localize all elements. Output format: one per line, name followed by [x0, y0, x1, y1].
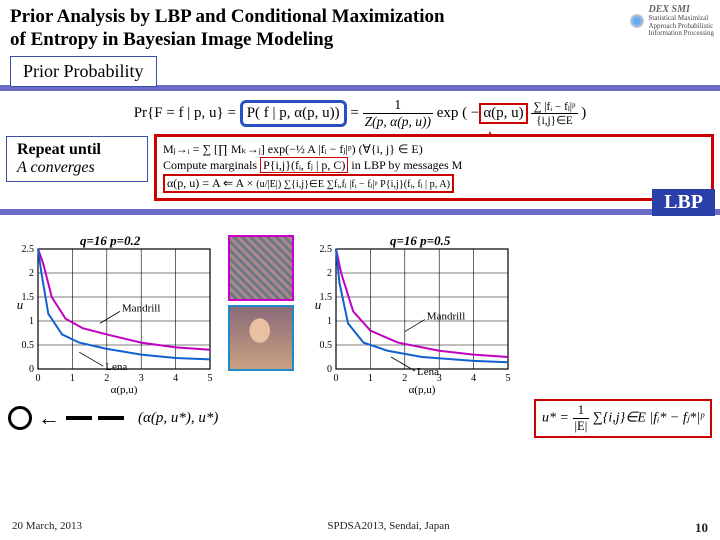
- svg-text:2: 2: [104, 373, 109, 384]
- svg-text:Mandrill: Mandrill: [427, 310, 466, 322]
- svg-text:0: 0: [36, 373, 41, 384]
- svg-text:2.5: 2.5: [320, 244, 333, 255]
- svg-text:α(p,u): α(p,u): [111, 384, 138, 395]
- svg-text:4: 4: [471, 373, 476, 384]
- title-line2: of Entropy in Bayesian Image Modeling: [10, 29, 333, 50]
- svg-text:2.5: 2.5: [22, 244, 35, 255]
- alpha-ustar: (α(p, u*), u*): [138, 410, 218, 427]
- dash-icon: [66, 416, 92, 420]
- svg-text:3: 3: [139, 373, 144, 384]
- chart-left-svg: 0 1 2 3 4 5 0 0.5 1 1.5 2 2.5 Mandrill Lena u α(p,u): [8, 235, 216, 395]
- circle-icon: [8, 406, 32, 430]
- svg-text:1: 1: [327, 316, 332, 327]
- footer-date: 20 March, 2013: [12, 520, 82, 536]
- svg-text:5: 5: [506, 373, 511, 384]
- svg-text:2: 2: [402, 373, 407, 384]
- slide-title: Prior Analysis by LBP and Conditional Ma…: [0, 0, 720, 54]
- lena-thumb: [228, 305, 294, 371]
- svg-text:Lena: Lena: [105, 361, 127, 373]
- svg-text:1.5: 1.5: [320, 292, 333, 303]
- svg-text:1: 1: [29, 316, 34, 327]
- svg-text:Lena: Lena: [417, 366, 439, 378]
- svg-text:1: 1: [368, 373, 373, 384]
- title-line1: Prior Analysis by LBP and Conditional Ma…: [10, 6, 445, 27]
- svg-text:0: 0: [29, 364, 34, 375]
- svg-text:α(p,u): α(p,u): [409, 384, 436, 395]
- svg-text:2: 2: [29, 268, 34, 279]
- chart-right: q=16 p=0.5 01234500.511.522.5MandrillLen…: [306, 235, 514, 397]
- svg-text:0: 0: [327, 364, 332, 375]
- footer: 20 March, 2013 SPDSA2013, Sendai, Japan …: [0, 520, 720, 536]
- svg-text:1.5: 1.5: [22, 292, 35, 303]
- dash-icon: [98, 416, 124, 420]
- svg-text:0.5: 0.5: [22, 340, 35, 351]
- logo: DEX SMI Statistical Maximizal Approach P…: [630, 4, 714, 38]
- svg-text:1: 1: [70, 373, 75, 384]
- lbp-algorithm-box: Mⱼ→ᵢ = ∑ [∏ Mₖ→ⱼ] exp(−½ A |fᵢ − fⱼ|ᵖ) (…: [154, 134, 714, 201]
- svg-text:Mandrill: Mandrill: [122, 302, 161, 314]
- mandrill-thumb: [228, 235, 294, 301]
- chart-right-svg: 01234500.511.522.5MandrillLenauα(p,u): [306, 235, 514, 395]
- bottom-row: ← (α(p, u*), u*) u* = 1|E| ∑{i,j}∈E |fᵢ*…: [0, 397, 720, 438]
- svg-text:u: u: [17, 297, 24, 312]
- main-equation: Pr{F = f | p, u} = P( f | p, α(p, u)) = …: [0, 91, 720, 132]
- ustar-equation-box: u* = 1|E| ∑{i,j}∈E |fᵢ* − fⱼ*|ᵖ: [534, 399, 712, 438]
- lbp-label: LBP: [652, 189, 715, 216]
- svg-text:0.5: 0.5: [320, 340, 333, 351]
- logo-text: DEX SMI Statistical Maximizal Approach P…: [648, 4, 714, 38]
- logo-icon: [630, 14, 644, 28]
- charts-row: q=16 p=0.2 01234500.511.522.5MandrillLen…: [0, 215, 720, 397]
- footer-page: 10: [695, 520, 708, 536]
- svg-text:2: 2: [327, 268, 332, 279]
- chart-left: q=16 p=0.2 01234500.511.522.5MandrillLen…: [8, 235, 216, 397]
- blue-box: P( f | p, α(p, u)): [240, 100, 347, 127]
- footer-venue: SPDSA2013, Sendai, Japan: [327, 520, 449, 536]
- svg-text:0: 0: [334, 373, 339, 384]
- svg-text:4: 4: [173, 373, 178, 384]
- select-point-legend: ←: [8, 405, 124, 431]
- repeat-box: Repeat until A converges: [6, 136, 148, 182]
- thumbnails: [228, 235, 294, 371]
- svg-text:5: 5: [208, 373, 213, 384]
- prior-probability-box: Prior Probability: [10, 56, 157, 87]
- red-alpha-box: α(p, u): [479, 103, 527, 124]
- svg-text:u: u: [315, 297, 322, 312]
- arrow-left-icon: ←: [38, 405, 60, 431]
